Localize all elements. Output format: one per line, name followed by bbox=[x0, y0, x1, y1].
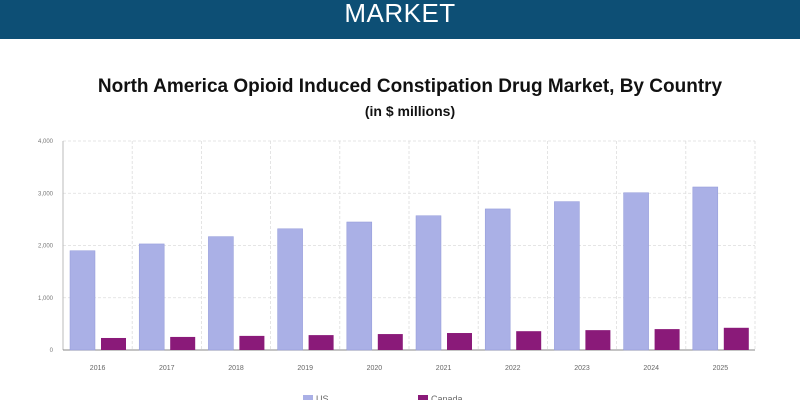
x-tick-label: 2022 bbox=[505, 365, 521, 372]
bar-canada-2019 bbox=[308, 335, 334, 350]
header-banner: MARKET bbox=[0, 0, 800, 39]
bar-us-2023 bbox=[554, 201, 580, 351]
bar-us-2022 bbox=[484, 208, 511, 351]
bar-canada-2020 bbox=[377, 334, 403, 350]
x-tick-label: 2018 bbox=[228, 365, 244, 372]
bar-us-2016 bbox=[69, 250, 96, 351]
bar-us-2021 bbox=[415, 215, 442, 351]
bar-us-2017 bbox=[138, 243, 165, 351]
x-tick-label: 2025 bbox=[713, 365, 729, 372]
y-tick-label: 3,000 bbox=[38, 191, 54, 197]
bar-canada-2024 bbox=[654, 329, 680, 350]
y-tick-label: 0 bbox=[50, 348, 54, 354]
x-tick-label: 2021 bbox=[436, 365, 452, 372]
bar-canada-2021 bbox=[447, 333, 472, 350]
y-tick-label: 1,000 bbox=[38, 296, 54, 302]
bar-us-2024 bbox=[623, 192, 649, 351]
y-tick-label: 4,000 bbox=[38, 139, 54, 145]
bar-canada-2022 bbox=[516, 331, 542, 350]
x-tick-label: 2020 bbox=[367, 365, 383, 372]
bar-canada-2016 bbox=[101, 337, 126, 350]
x-tick-label: 2024 bbox=[643, 365, 659, 372]
banner-title: MARKET bbox=[344, 0, 456, 28]
bar-us-2020 bbox=[346, 221, 373, 351]
legend-swatch-us bbox=[303, 395, 313, 400]
bar-us-2019 bbox=[277, 228, 303, 351]
x-tick-label: 2023 bbox=[574, 365, 590, 372]
x-tick-label: 2019 bbox=[297, 365, 313, 372]
legend-swatch-canada bbox=[418, 395, 428, 400]
y-tick-label: 2,000 bbox=[38, 244, 54, 250]
bar-canada-2017 bbox=[170, 336, 196, 350]
legend-label-us: US bbox=[316, 394, 329, 400]
chart-subtitle: (in $ millions) bbox=[364, 103, 456, 119]
bar-canada-2023 bbox=[585, 330, 611, 350]
bar-canada-2018 bbox=[239, 335, 265, 350]
chart-title: North America Opioid Induced Constipatio… bbox=[97, 76, 723, 97]
bar-us-2025 bbox=[692, 186, 719, 351]
bar-canada-2025 bbox=[723, 327, 749, 350]
x-tick-label: 2017 bbox=[159, 365, 175, 372]
legend-label-canada: Canada bbox=[431, 394, 463, 400]
bar-us-2018 bbox=[208, 236, 234, 351]
x-tick-label: 2016 bbox=[90, 365, 106, 372]
